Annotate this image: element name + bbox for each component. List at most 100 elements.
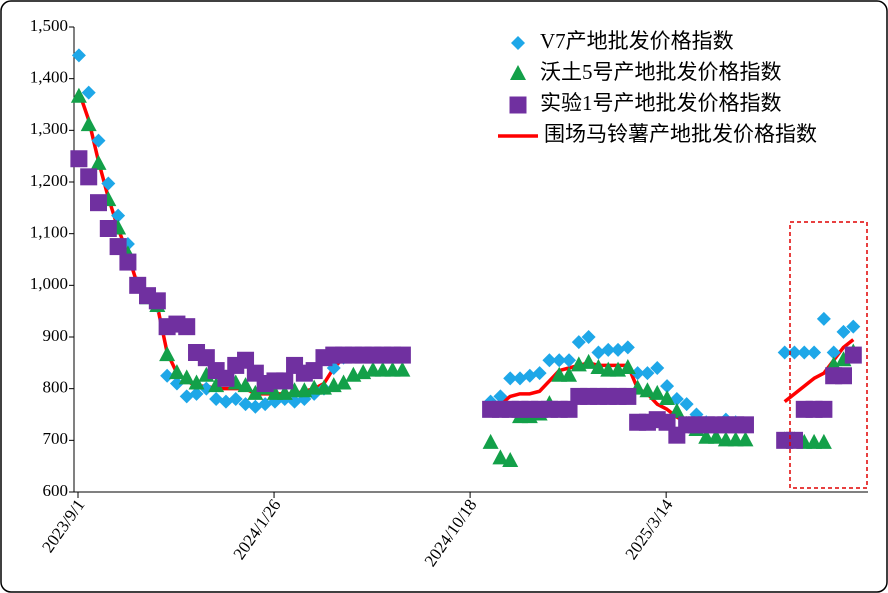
square-marker — [99, 220, 117, 237]
diamond-marker — [258, 397, 273, 412]
triangle-marker — [80, 116, 97, 132]
square-marker — [834, 367, 852, 385]
diamond-marker — [591, 345, 606, 360]
diamond-marker — [542, 353, 557, 368]
legend-label: V7产地批发价格指数 — [540, 29, 734, 53]
diamond-marker — [532, 366, 547, 381]
triangle-marker — [335, 374, 352, 390]
square-marker — [276, 372, 294, 390]
square-marker — [70, 150, 88, 168]
diamond-marker — [81, 85, 96, 100]
triangle-marker — [247, 384, 264, 400]
diamond-marker — [846, 319, 861, 334]
triangle-marker — [208, 377, 225, 393]
triangle-marker — [580, 353, 597, 369]
diamond-marker — [218, 394, 233, 409]
diamond-marker — [601, 342, 616, 357]
diamond-marker — [611, 342, 626, 357]
square-marker — [178, 318, 196, 336]
y-tick-label: 1,500 — [30, 16, 68, 35]
diamond-marker — [493, 389, 508, 404]
diamond-marker — [787, 345, 802, 360]
y-tick-label: 700 — [43, 429, 69, 448]
square-marker — [148, 292, 166, 310]
triangle-marker — [237, 377, 254, 393]
square-marker — [305, 362, 323, 380]
diamond-marker — [816, 311, 831, 326]
triangle-marker — [394, 361, 411, 377]
diamond-marker — [571, 335, 586, 350]
triangle-marker — [737, 431, 754, 447]
diamond-marker — [807, 345, 822, 360]
diamond-marker — [238, 397, 253, 412]
square-marker — [237, 351, 255, 369]
diamond-marker — [169, 376, 184, 391]
diamond-marker — [679, 397, 694, 412]
legend-label: 实验1号产地批发价格指数 — [540, 91, 782, 115]
diamond-marker — [640, 366, 655, 381]
triangle-marker — [502, 452, 519, 467]
y-tick-label: 900 — [43, 326, 69, 345]
diamond-marker — [552, 353, 567, 368]
diamond-marker — [228, 392, 243, 406]
square-marker — [619, 387, 637, 405]
diamond-marker — [199, 381, 214, 396]
diamond-marker — [797, 345, 812, 360]
diamond-marker — [836, 324, 851, 339]
diamond-marker — [660, 379, 675, 394]
diamond-marker — [91, 133, 106, 148]
triangle-marker — [708, 428, 725, 444]
diamond-marker — [581, 330, 596, 344]
triangle-marker — [639, 382, 656, 398]
legend-marker — [510, 65, 526, 80]
triangle-marker — [619, 359, 636, 374]
square-marker — [560, 400, 578, 418]
diamond-marker — [630, 366, 645, 381]
triangle-marker — [159, 346, 176, 362]
triangle-marker — [659, 390, 676, 405]
diamond-marker — [522, 368, 537, 383]
square-marker — [119, 253, 137, 271]
square-marker — [736, 416, 754, 434]
diamond-marker — [826, 345, 841, 360]
legend-label: 沃土5号产地批发价格指数 — [540, 60, 782, 84]
triangle-marker — [815, 433, 832, 449]
triangle-marker — [178, 369, 195, 385]
square-marker — [658, 413, 676, 431]
legend-marker — [511, 36, 525, 50]
diamond-marker — [209, 392, 224, 406]
diamond-marker — [101, 176, 116, 191]
triangle-marker — [561, 366, 578, 382]
legend-marker — [509, 96, 527, 114]
triangle-marker — [188, 374, 205, 390]
y-tick-label: 1,300 — [30, 119, 68, 138]
triangle-marker — [590, 359, 607, 374]
diamond-marker — [562, 353, 577, 368]
square-marker — [393, 346, 411, 364]
y-tick-label: 1,200 — [30, 171, 68, 190]
y-tick-label: 1,400 — [30, 68, 68, 87]
diamond-marker — [650, 361, 665, 375]
square-marker — [109, 238, 127, 256]
y-tick-label: 600 — [43, 481, 69, 500]
square-marker — [217, 369, 235, 387]
diamond-marker — [71, 48, 86, 63]
diamond-marker — [503, 371, 518, 386]
square-marker — [80, 168, 98, 186]
triangle-marker — [168, 364, 185, 380]
diamond-marker — [248, 399, 263, 414]
legend-label: 围场马铃薯产地批发价格指数 — [544, 122, 817, 146]
triangle-marker — [70, 87, 87, 103]
diamond-marker — [111, 208, 126, 223]
y-tick-label: 1,000 — [30, 274, 68, 293]
square-marker — [785, 431, 803, 449]
triangle-marker — [482, 433, 499, 449]
diamond-marker — [620, 340, 635, 355]
triangle-marker — [90, 154, 107, 170]
y-tick-label: 800 — [43, 378, 69, 397]
diamond-marker — [513, 371, 528, 386]
square-marker — [197, 349, 215, 367]
triangle-marker — [492, 449, 509, 465]
